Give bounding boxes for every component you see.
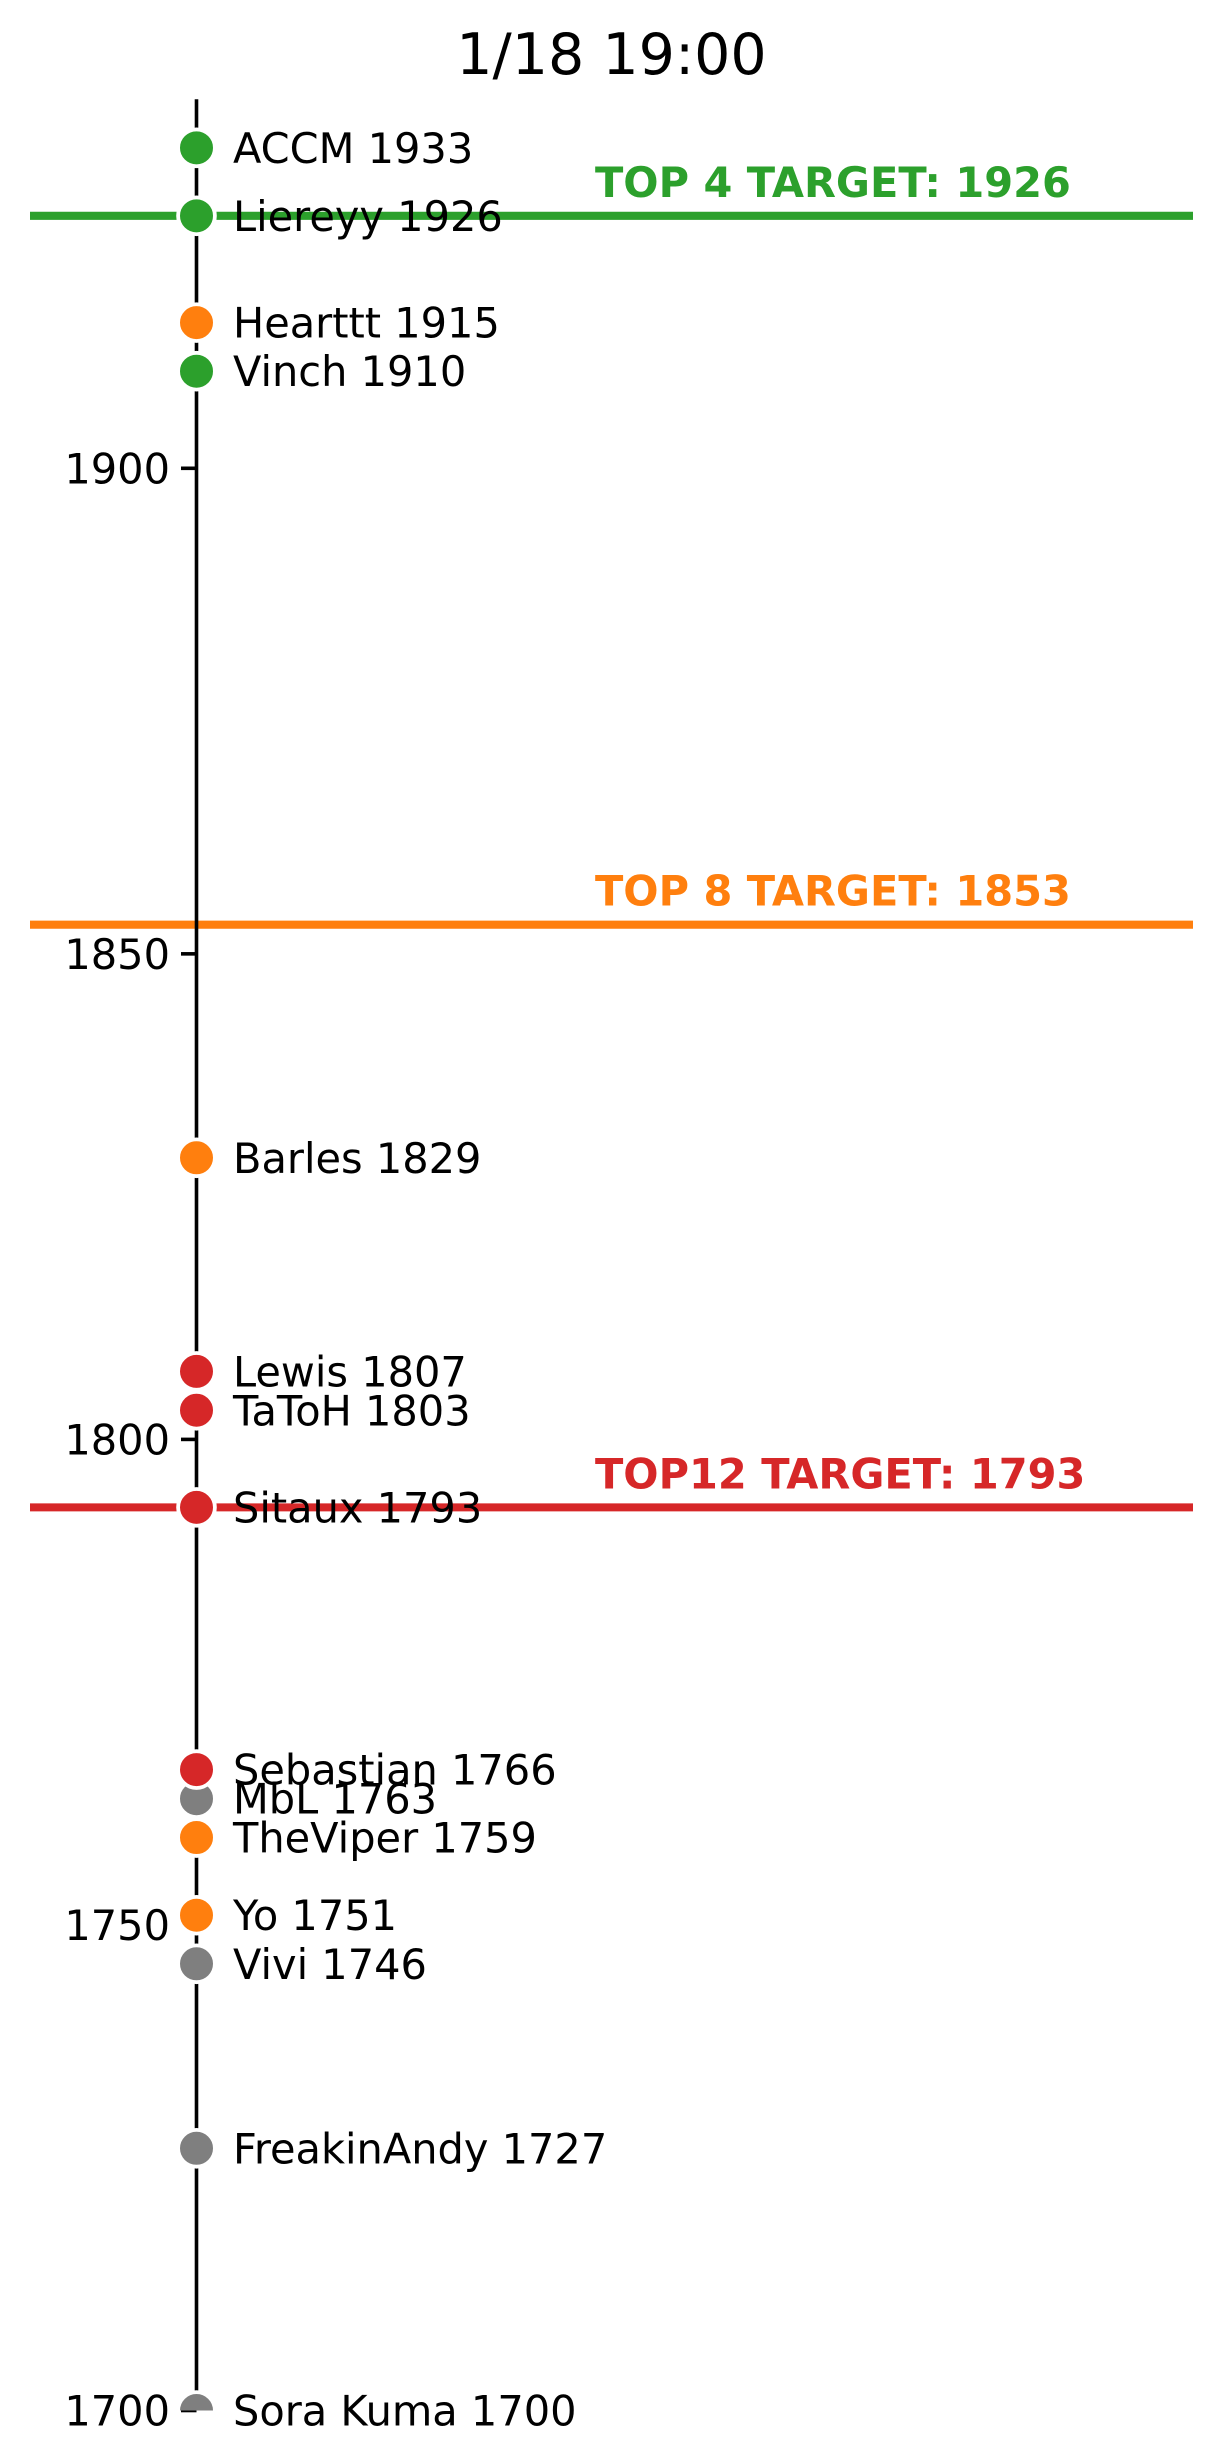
- player-label-liereyy: Liereyy 1926: [233, 192, 503, 241]
- player-dot-sora-kuma: [176, 2390, 217, 2411]
- player-dot-sebastian: [176, 1749, 217, 1790]
- player-dot-yo: [176, 1894, 217, 1936]
- player-label-mbl: MbL 1763: [233, 1775, 437, 1824]
- player-dot-theviper: [176, 1817, 217, 1858]
- player-label-vinch: Vinch 1910: [233, 347, 466, 396]
- player-label-sora-kuma: Sora Kuma 1700: [233, 2387, 577, 2436]
- player-dot-tatoh: [176, 1389, 217, 1431]
- player-label-vivi: Vivi 1746: [233, 1940, 427, 1989]
- player-dot-vinch: [176, 350, 217, 392]
- player-dot-lewis: [176, 1351, 217, 1392]
- player-dot-barles: [176, 1137, 217, 1179]
- player-dots: [176, 127, 217, 2411]
- player-dot-freakinandy: [176, 2128, 217, 2169]
- target-line-label-1: TOP 4 TARGET: 1926: [595, 158, 1071, 207]
- y-tick-label-1800: 1800: [64, 1415, 170, 1464]
- chart-title: 1/18 19:00: [456, 22, 766, 88]
- target-lines: TOP 4 TARGET: 1926 TOP 8 TARGET: 1853 TOP1…: [30, 158, 1193, 1512]
- player-label-hearttt: Hearttt 1915: [233, 299, 500, 348]
- y-tick-label-1700: 1700: [64, 2387, 170, 2436]
- y-tick-label-1850: 1850: [64, 930, 170, 979]
- y-axis: 1900 1850 1800 1750 1700: [64, 99, 199, 2436]
- y-tick-label-1900: 1900: [64, 444, 170, 493]
- player-label-sebastian: Sebastian 1766: [233, 1746, 557, 1795]
- player-dot-hearttt: [176, 302, 217, 343]
- player-dot-liereyy: [176, 195, 217, 237]
- player-dot-accm: [176, 127, 217, 169]
- target-line-label-3: TOP12 TARGET: 1793: [595, 1449, 1085, 1498]
- player-label-freakinandy: FreakinAndy 1727: [233, 2124, 607, 2173]
- player-label-barles: Barles 1829: [233, 1134, 481, 1183]
- player-label-accm: ACCM 1933: [233, 124, 473, 173]
- target-line-label-2: TOP 8 TARGET: 1853: [595, 867, 1071, 916]
- player-dot-vivi: [176, 1943, 217, 1985]
- player-label-tatoh: TaToH 1803: [232, 1386, 471, 1435]
- player-label-theviper: TheViper 1759: [232, 1814, 537, 1863]
- y-tick-label-1750: 1750: [64, 1901, 170, 1950]
- player-label-lewis: Lewis 1807: [233, 1347, 467, 1396]
- player-label-yo: Yo 1751: [232, 1891, 397, 1940]
- player-label-sitaux: Sitaux 1793: [233, 1483, 482, 1532]
- player-dot-sitaux: [176, 1487, 217, 1528]
